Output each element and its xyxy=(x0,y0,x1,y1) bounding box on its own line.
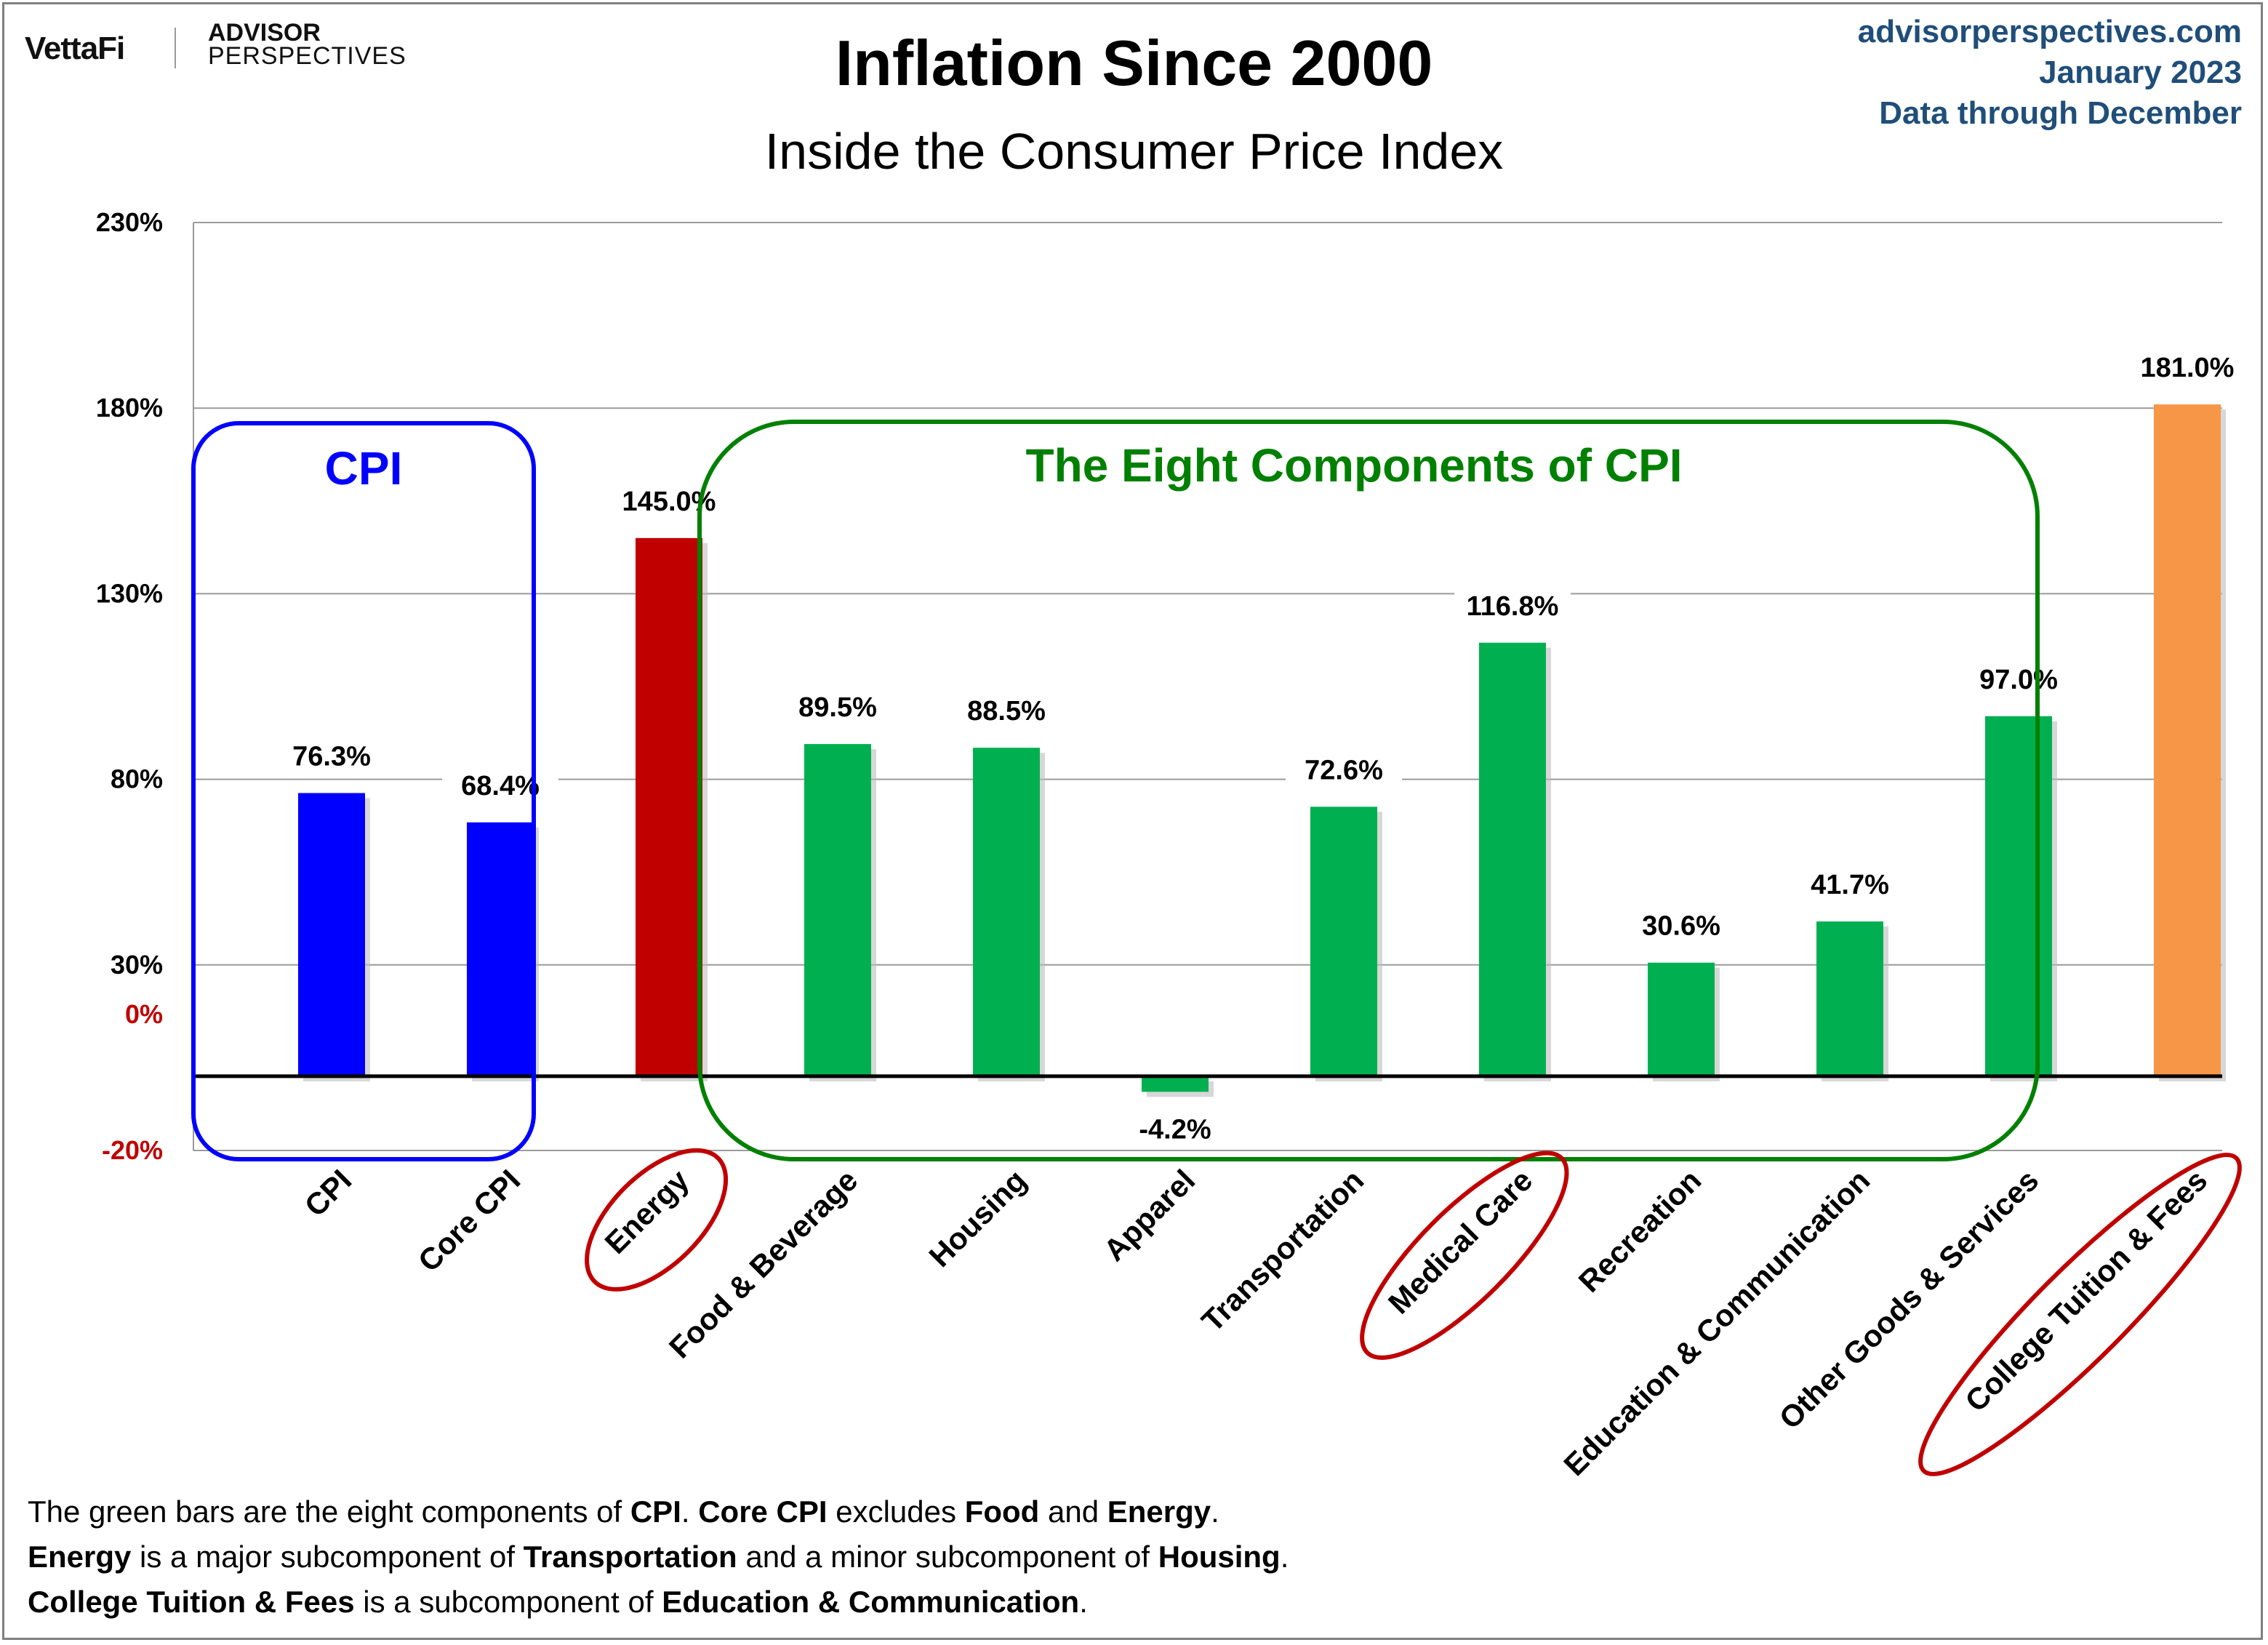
category-circle xyxy=(585,1148,729,1292)
y-tick-label: -20% xyxy=(102,1135,163,1165)
category-label: CPI xyxy=(298,1163,358,1223)
data-label: 76.3% xyxy=(292,741,371,772)
data-label: 97.0% xyxy=(1979,665,2058,695)
bar xyxy=(804,744,871,1076)
components-group-box xyxy=(697,420,2040,1161)
data-label-bg xyxy=(2129,348,2245,385)
cpi-group-label: CPI xyxy=(325,442,403,495)
footnote-run: is a subcomponent of xyxy=(354,1585,662,1619)
data-label: 68.4% xyxy=(461,771,540,801)
bar xyxy=(1648,962,1715,1076)
footnote-run: . xyxy=(681,1494,699,1529)
source-date: January 2023 xyxy=(2039,55,2242,90)
bar xyxy=(1142,1076,1209,1092)
data-label-bg xyxy=(1117,1109,1233,1146)
data-label-bg xyxy=(1623,905,1739,942)
vettafi-logo: VettaFi xyxy=(25,31,125,66)
bar xyxy=(973,748,1040,1076)
y-tick-label: 30% xyxy=(111,950,163,980)
footnote-run: Housing xyxy=(1158,1540,1281,1574)
data-label-bg xyxy=(273,736,390,773)
bar xyxy=(636,537,702,1076)
bar xyxy=(1479,642,1546,1076)
source-data-through: Data through December xyxy=(1879,95,2242,131)
logo-divider xyxy=(175,28,176,68)
advisor-logo-bottom: PERSPECTIVES xyxy=(208,42,406,70)
advisor-logo-top: ADVISOR xyxy=(208,19,321,47)
footnote-run: and a minor subcomponent of xyxy=(737,1540,1158,1574)
data-label: 88.5% xyxy=(967,696,1046,727)
footnote-run: excludes xyxy=(827,1494,965,1529)
bar xyxy=(298,793,365,1076)
data-label-bg xyxy=(948,691,1065,728)
source-site: advisorperspectives.com xyxy=(1857,14,2242,49)
cpi-group-box xyxy=(191,421,536,1161)
footnote-run: Core CPI xyxy=(698,1494,828,1529)
footnote-run: Energy xyxy=(1107,1494,1211,1529)
footnote-run: CPI xyxy=(630,1494,681,1529)
footnote-run: . xyxy=(1079,1585,1088,1619)
data-label-bg xyxy=(780,687,896,724)
chart-subtitle: Inside the Consumer Price Index xyxy=(764,123,1504,180)
data-label-bg xyxy=(1960,659,2077,696)
data-label: 89.5% xyxy=(798,692,877,723)
footnote-run: Food xyxy=(964,1494,1040,1529)
category-label: Energy xyxy=(598,1163,695,1260)
chart-title: Inflation Since 2000 xyxy=(835,27,1433,99)
bar xyxy=(1310,807,1377,1076)
y-tick-label: 0% xyxy=(125,999,163,1029)
footnote-run: and xyxy=(1039,1494,1107,1529)
category-label: Apparel xyxy=(1097,1163,1202,1268)
category-label: Food & Beverage xyxy=(662,1163,864,1364)
footnotes: The green bars are the eight components … xyxy=(28,1489,1289,1625)
category-label: Core CPI xyxy=(412,1163,527,1278)
data-label: 181.0% xyxy=(2141,353,2235,383)
category-label: Education & Communication xyxy=(1557,1163,1876,1482)
components-group-label: The Eight Components of CPI xyxy=(1025,439,1682,492)
y-tick-label: 180% xyxy=(96,393,163,423)
data-label: 116.8% xyxy=(1467,591,1559,622)
footnote-line-1: The green bars are the eight components … xyxy=(28,1489,1289,1534)
bar xyxy=(1816,921,1883,1076)
footnote-run: College Tuition & Fees xyxy=(28,1585,355,1619)
footnote-line-2: Energy is a major subcomponent of Transp… xyxy=(28,1534,1289,1580)
category-label: Medical Care xyxy=(1382,1163,1539,1320)
data-label: 30.6% xyxy=(1642,911,1720,942)
data-label: 41.7% xyxy=(1811,870,1889,900)
bar xyxy=(467,822,534,1076)
data-label: 72.6% xyxy=(1305,755,1383,785)
bar xyxy=(1985,716,2052,1076)
category-circle xyxy=(1918,1153,2242,1476)
footnote-run: is a major subcomponent of xyxy=(131,1540,524,1574)
footnote-run: . xyxy=(1211,1494,1219,1529)
source-block: advisorperspectives.com January 2023 Dat… xyxy=(1858,12,2242,134)
data-label: -4.2% xyxy=(1139,1114,1211,1145)
data-label-bg xyxy=(1454,585,1571,623)
category-label: Transportation xyxy=(1195,1163,1370,1338)
data-label-bg xyxy=(611,481,727,518)
data-label-bg xyxy=(1286,750,1402,787)
y-tick-label: 80% xyxy=(111,764,163,794)
category-label: Recreation xyxy=(1572,1163,1708,1299)
data-label-bg xyxy=(442,765,558,802)
y-tick-label: 230% xyxy=(96,207,163,237)
footnote-run: The green bars are the eight components … xyxy=(28,1494,630,1529)
footnote-run: Transportation xyxy=(523,1540,737,1574)
footnote-run: Energy xyxy=(28,1540,132,1574)
footnote-run: . xyxy=(1280,1540,1289,1574)
footnote-run: Education & Communication xyxy=(662,1585,1080,1619)
category-label: Housing xyxy=(922,1163,1033,1273)
category-circle xyxy=(1360,1150,1569,1360)
bar xyxy=(2154,404,2221,1076)
footnote-line-3: College Tuition & Fees is a subcomponent… xyxy=(28,1580,1289,1625)
y-tick-label: 130% xyxy=(96,578,163,608)
data-label-bg xyxy=(1792,865,1908,902)
